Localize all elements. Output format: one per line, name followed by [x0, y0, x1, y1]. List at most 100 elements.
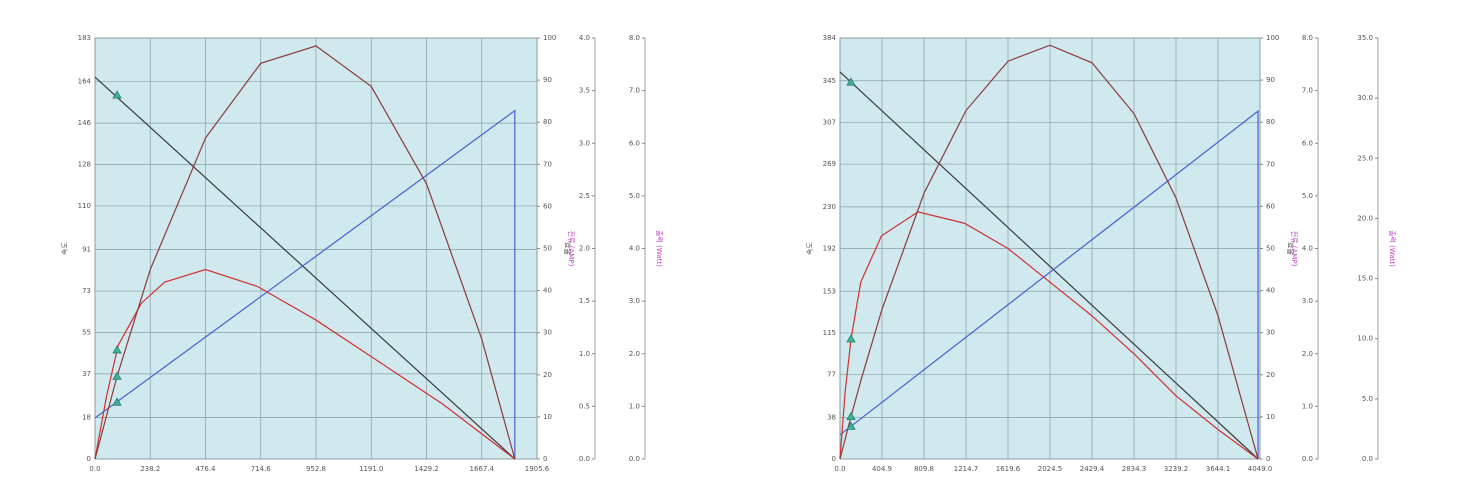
series-line	[839, 71, 1259, 460]
marker	[846, 334, 856, 343]
y4-axis-title: 출력 (Watt)	[655, 230, 664, 267]
y3-tick-label: 3.5	[579, 87, 590, 95]
y4-axis-title: 출력 (Watt)	[1388, 230, 1397, 267]
y3-axis-title: 전류 (AMP)	[1290, 231, 1299, 267]
y3-tick-label: 2.5	[579, 192, 590, 200]
marker	[846, 421, 856, 430]
series-line	[839, 211, 1259, 460]
y-tick-label: 164	[78, 78, 92, 86]
x-tick-label: 1214.7	[954, 465, 979, 473]
y2-tick-label: 30	[1266, 329, 1275, 337]
x-tick-label: 2834.3	[1122, 465, 1147, 473]
y4-tick-label: 2.0	[629, 350, 640, 358]
x-tick-label: 809.8	[914, 465, 934, 473]
y2-tick-label: 0	[1266, 455, 1270, 463]
x-tick-label: 238.2	[140, 465, 160, 473]
y4-tick-label: 20.0	[1357, 214, 1373, 222]
y3-axis-title: 전류 (AMP)	[567, 231, 576, 267]
y4-tick-label: 0.0	[629, 455, 640, 463]
y4-tick-label: 0.0	[1362, 455, 1373, 463]
x-tick-label: 2429.4	[1080, 465, 1105, 473]
y3-tick-label: 7.0	[1302, 87, 1313, 95]
y2-tick-label: 50	[1266, 245, 1275, 253]
y4-tick-label: 30.0	[1357, 94, 1373, 102]
y-tick-label: 77	[827, 371, 836, 379]
y3-tick-label: 0.0	[1302, 455, 1313, 463]
y2-tick-label: 80	[543, 118, 552, 126]
y4-tick-label: 5.0	[1362, 395, 1373, 403]
y2-tick-label: 80	[1266, 118, 1275, 126]
y-tick-label: 345	[823, 77, 836, 85]
y4-tick-label: 6.0	[629, 139, 640, 147]
x-tick-label: 476.4	[195, 465, 216, 473]
x-tick-label: 3239.2	[1164, 465, 1189, 473]
y2-tick-label: 100	[543, 34, 556, 42]
y2-tick-label: 30	[543, 329, 552, 337]
y-tick-label: 183	[78, 34, 91, 42]
x-tick-label: 1667.4	[470, 465, 495, 473]
y2-tick-label: 20	[543, 371, 552, 379]
y2-tick-label: 40	[1266, 287, 1275, 295]
y-tick-label: 91	[82, 246, 91, 254]
marker	[112, 345, 122, 354]
y4-tick-label: 8.0	[629, 34, 640, 42]
x-tick-label: 3644.1	[1206, 465, 1231, 473]
y2-tick-label: 10	[1266, 413, 1275, 421]
y-tick-label: 146	[78, 119, 92, 127]
y-tick-label: 153	[823, 287, 836, 295]
y2-tick-label: 40	[543, 287, 552, 295]
y-tick-label: 128	[78, 161, 91, 169]
y2-tick-label: 0	[543, 455, 547, 463]
y3-tick-label: 0.0	[579, 455, 590, 463]
y2-tick-label: 10	[543, 413, 552, 421]
x-tick-label: 2024.5	[1038, 465, 1063, 473]
x-tick-label: 404.9	[872, 465, 892, 473]
marker	[112, 397, 122, 406]
y3-tick-label: 1.5	[579, 297, 590, 305]
x-tick-label: 0.0	[834, 465, 845, 473]
y4-tick-label: 1.0	[629, 402, 640, 410]
y3-tick-label: 2.0	[579, 245, 590, 253]
y-tick-label: 73	[82, 287, 91, 295]
y-tick-label: 55	[82, 328, 91, 336]
marker	[846, 77, 856, 86]
y-tick-label: 110	[78, 202, 91, 210]
y-axis-title: 속도	[806, 242, 814, 255]
x-tick-label: 1905.6	[525, 465, 550, 473]
x-tick-label: 714.6	[251, 465, 272, 473]
marker	[112, 371, 122, 380]
y4-tick-label: 15.0	[1357, 275, 1373, 283]
y2-tick-label: 50	[543, 245, 552, 253]
x-tick-label: 4049.0	[1248, 465, 1273, 473]
y3-tick-label: 8.0	[1302, 34, 1313, 42]
y3-tick-label: 1.0	[1302, 402, 1313, 410]
y4-tick-label: 4.0	[629, 245, 640, 253]
y-tick-label: 18	[82, 414, 91, 422]
x-tick-label: 952.8	[306, 465, 326, 473]
series-line	[94, 109, 516, 459]
y4-tick-label: 7.0	[629, 87, 640, 95]
y-tick-label: 37	[82, 370, 91, 378]
y3-tick-label: 3.0	[579, 139, 590, 147]
y4-tick-label: 10.0	[1357, 335, 1373, 343]
y-tick-label: 307	[823, 118, 836, 126]
y-tick-label: 269	[823, 160, 836, 168]
x-tick-label: 1429.2	[414, 465, 439, 473]
y3-tick-label: 3.0	[1302, 297, 1313, 305]
y3-tick-label: 1.0	[579, 350, 590, 358]
y2-axis-title: 효율	[563, 242, 571, 255]
series-line	[94, 45, 516, 460]
series-line	[94, 268, 516, 460]
y2-tick-label: 100	[1266, 34, 1279, 42]
y2-tick-label: 70	[1266, 160, 1275, 168]
series-line	[839, 109, 1259, 459]
y2-tick-label: 90	[1266, 76, 1275, 84]
marker	[846, 411, 856, 421]
y-tick-label: 192	[823, 245, 836, 253]
series-line	[839, 44, 1259, 460]
y4-tick-label: 3.0	[629, 297, 640, 305]
y-tick-label: 0	[832, 455, 836, 463]
y4-tick-label: 5.0	[629, 192, 640, 200]
y3-tick-label: 4.0	[579, 34, 590, 42]
